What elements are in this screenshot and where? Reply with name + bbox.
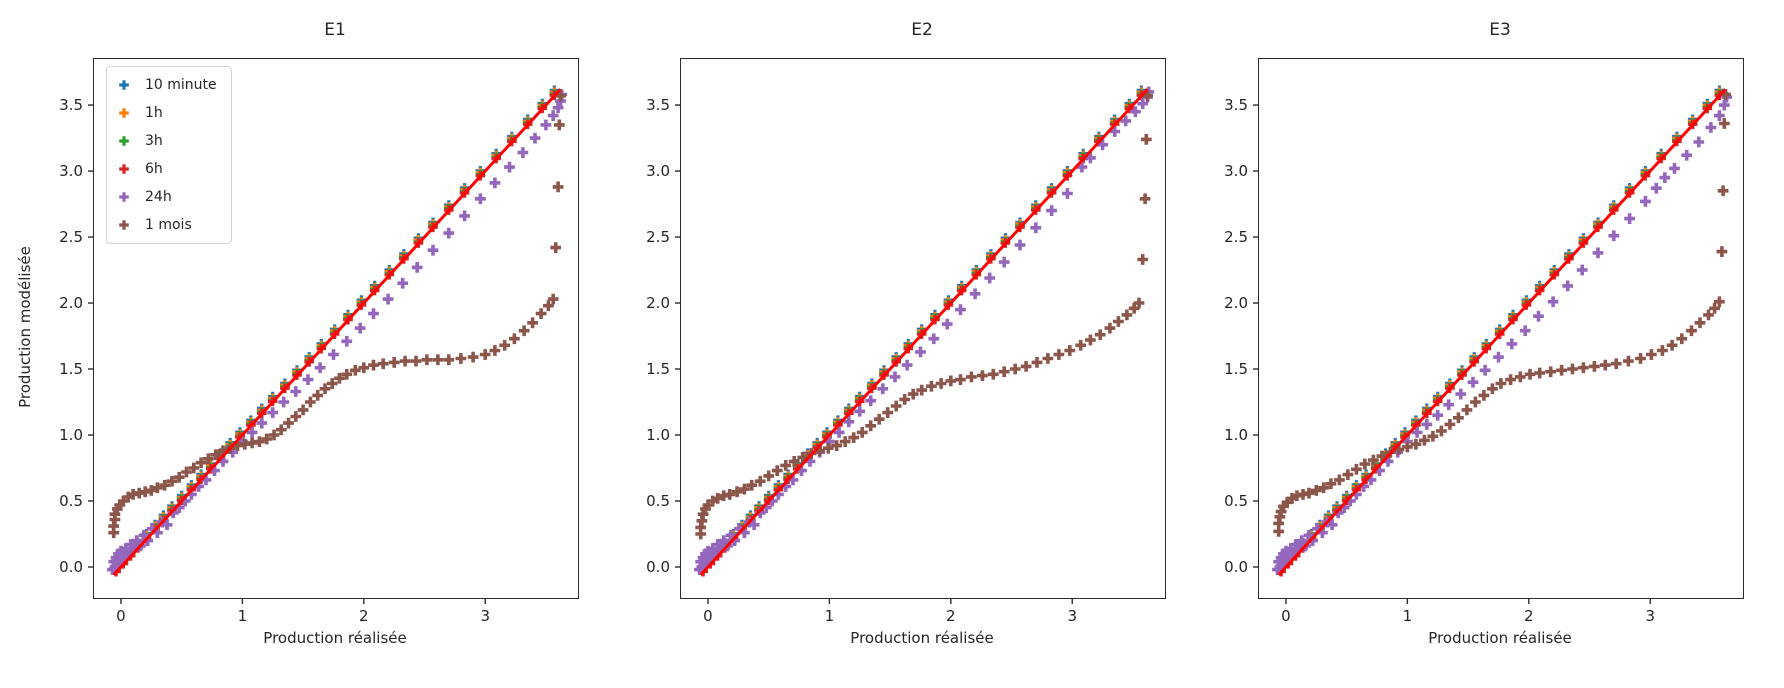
legend: 10 minute 1h 3h 6h 24h 1 mois [106,66,232,244]
svg-text:0.5: 0.5 [59,492,83,510]
legend-label: 1 mois [145,217,192,233]
svg-text:2.0: 2.0 [59,294,83,312]
legend-marker-icon [119,164,129,174]
svg-text:1.5: 1.5 [59,360,83,378]
legend-item-3h: 3h [117,130,217,152]
legend-label: 6h [145,161,163,177]
axis-ticks [675,104,1073,604]
svg-text:3.0: 3.0 [1224,162,1248,180]
series-1-mois [1273,89,1731,537]
x-axis-label-e1: Production réalisée [263,629,407,647]
legend-marker-icon [119,220,129,230]
axis-tick-labels: 0 1 2 3 0.0 0.5 1.0 1.5 2.0 2.5 3.0 3.5 [59,96,490,625]
svg-text:2.5: 2.5 [59,228,83,246]
legend-marker-icon [119,192,129,202]
plot-canvas-e1: 0 1 2 3 0.0 0.5 1.0 1.5 2.0 2.5 3.0 3.5 [59,85,568,625]
svg-text:3: 3 [480,607,490,625]
svg-text:2.0: 2.0 [1224,294,1248,312]
svg-text:0.0: 0.0 [1224,558,1248,576]
svg-text:2.5: 2.5 [1224,228,1248,246]
plot-canvas-e3: 0 1 2 3 0.0 0.5 1.0 1.5 2.0 2.5 3.0 3.5 [1224,85,1733,625]
identity-line [699,88,1149,576]
svg-text:0.5: 0.5 [1224,492,1248,510]
plot-title-e2: E2 [911,20,933,40]
legend-item-10-minute: 10 minute [117,74,217,96]
plot-canvas-e2: 0 1 2 3 0.0 0.5 1.0 1.5 2.0 2.5 3.0 3.5 [646,85,1155,625]
svg-text:0: 0 [1281,607,1291,625]
svg-text:3: 3 [1645,607,1655,625]
x-axis-label-e3: Production réalisée [1428,629,1572,647]
legend-label: 10 minute [145,77,217,93]
svg-text:1: 1 [825,607,835,625]
axis-tick-labels: 0 1 2 3 0.0 0.5 1.0 1.5 2.0 2.5 3.0 3.5 [646,96,1077,625]
legend-label: 3h [145,133,163,149]
legend-item-6h: 6h [117,158,217,180]
y-axis-label: Production modélisée [16,246,34,408]
x-axis-label-e2: Production réalisée [850,629,994,647]
svg-text:1: 1 [238,607,248,625]
svg-text:1: 1 [1403,607,1413,625]
legend-item-1h: 1h [117,102,217,124]
legend-label: 1h [145,105,163,121]
svg-text:1.0: 1.0 [646,426,670,444]
identity-line [1277,88,1727,576]
svg-text:2.0: 2.0 [646,294,670,312]
svg-text:3: 3 [1067,607,1077,625]
svg-text:2.5: 2.5 [646,228,670,246]
svg-text:1.0: 1.0 [1224,426,1248,444]
svg-text:1.5: 1.5 [1224,360,1248,378]
svg-text:3.0: 3.0 [646,162,670,180]
svg-text:3.5: 3.5 [59,96,83,114]
svg-text:2: 2 [359,607,369,625]
plot-area-e2: 0 1 2 3 0.0 0.5 1.0 1.5 2.0 2.5 3.0 3.5 [646,58,1166,625]
identity-line [112,88,562,576]
svg-text:0.0: 0.0 [646,558,670,576]
svg-text:0.0: 0.0 [59,558,83,576]
legend-marker-icon [119,80,129,90]
legend-label: 24h [145,189,172,205]
axis-ticks [88,104,486,604]
plot-area-e3: 0 1 2 3 0.0 0.5 1.0 1.5 2.0 2.5 3.0 3.5 [1224,58,1744,625]
series-1-mois [695,90,1153,540]
legend-marker-icon [119,136,129,146]
legend-marker-icon [119,108,129,118]
svg-text:3.0: 3.0 [59,162,83,180]
svg-text:1.5: 1.5 [646,360,670,378]
legend-item-1-mois: 1 mois [117,214,217,236]
svg-text:3.5: 3.5 [646,96,670,114]
axis-ticks [1253,104,1651,604]
svg-text:0: 0 [116,607,126,625]
plot-area-e1: 0 1 2 3 0.0 0.5 1.0 1.5 2.0 2.5 3.0 3.5 10 minute 1h… [59,58,579,625]
axis-tick-labels: 0 1 2 3 0.0 0.5 1.0 1.5 2.0 2.5 3.0 3.5 [1224,96,1655,625]
svg-text:2: 2 [1524,607,1534,625]
plot-title-e3: E3 [1489,20,1511,40]
svg-text:1.0: 1.0 [59,426,83,444]
series-1-mois [108,90,566,539]
svg-text:0.5: 0.5 [646,492,670,510]
legend-item-24h: 24h [117,186,217,208]
svg-text:0: 0 [703,607,713,625]
plot-title-e1: E1 [324,20,346,40]
svg-text:2: 2 [946,607,956,625]
svg-text:3.5: 3.5 [1224,96,1248,114]
